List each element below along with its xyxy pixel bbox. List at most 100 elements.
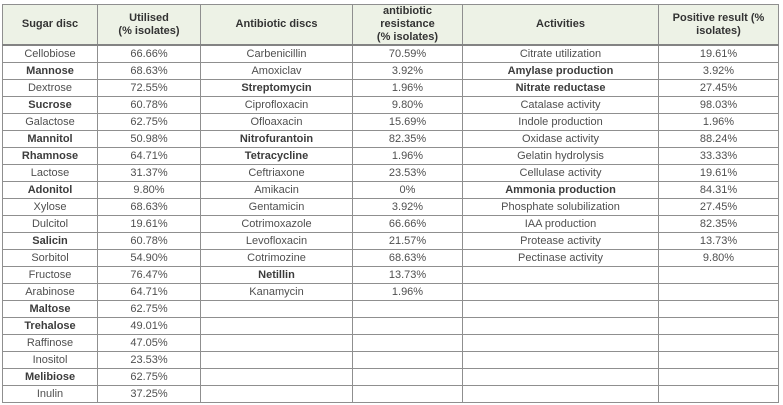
table-cell — [352, 300, 463, 318]
table-row: Sucrose 60.78% Ciprofloxacin 9.80% Catalase … — [2, 96, 779, 114]
table-cell: 47.05% — [97, 334, 201, 352]
table-cell — [200, 300, 353, 318]
table-cell: Indole production — [462, 113, 659, 131]
table-cell — [462, 334, 659, 352]
table-row: Salicin 60.78% Levofloxacin 21.57% Protease … — [2, 232, 779, 250]
table-body: Cellobiose 66.66% Carbenicillin 70.59% Citra… — [2, 44, 779, 403]
table-cell: Oxidase activity — [462, 130, 659, 148]
table-row: Inositol 23.53% — [2, 351, 779, 369]
header-row: Sugar disc Utilised (% isolates) Antibioti… — [2, 4, 779, 46]
table-cell: 3.92% — [658, 62, 779, 80]
table-cell — [462, 368, 659, 386]
table-cell — [658, 385, 779, 403]
table-cell — [200, 385, 353, 403]
table-cell: 68.63% — [97, 198, 201, 216]
table-cell: 23.53% — [352, 164, 463, 182]
table-cell: Maltose — [2, 300, 98, 318]
table-cell: 76.47% — [97, 266, 201, 284]
table-cell: 88.24% — [658, 130, 779, 148]
table-row: Adonitol 9.80% Amikacin 0% Ammonia productio… — [2, 181, 779, 199]
table-cell: 70.59% — [352, 44, 463, 63]
table-cell: 64.71% — [97, 283, 201, 301]
isolates-results-table: Sugar disc Utilised (% isolates) Antibioti… — [2, 4, 779, 403]
table-cell: Amoxiclav — [200, 62, 353, 80]
table-cell: Ammonia production — [462, 181, 659, 199]
table-cell: 27.45% — [658, 198, 779, 216]
table-cell: Ceftriaxone — [200, 164, 353, 182]
table-cell — [200, 351, 353, 369]
table-cell: Sucrose — [2, 96, 98, 114]
table-cell — [658, 334, 779, 352]
table-cell: 9.80% — [352, 96, 463, 114]
table-cell: 82.35% — [352, 130, 463, 148]
table-cell: 50.98% — [97, 130, 201, 148]
table-cell: 19.61% — [658, 164, 779, 182]
table-cell: Salicin — [2, 232, 98, 250]
table-cell: Catalase activity — [462, 96, 659, 114]
table-cell: Amylase production — [462, 62, 659, 80]
table-cell — [658, 266, 779, 284]
table-cell: Nitrofurantoin — [200, 130, 353, 148]
table-cell — [658, 368, 779, 386]
table-cell: 60.78% — [97, 232, 201, 250]
table-cell: 19.61% — [658, 44, 779, 63]
table-cell: 1.96% — [352, 79, 463, 97]
table-cell — [200, 334, 353, 352]
table-cell — [200, 368, 353, 386]
table-row: Sorbitol 54.90% Cotrimozine 68.63% Pectinase… — [2, 249, 779, 267]
table-cell — [658, 317, 779, 335]
table-cell: 33.33% — [658, 147, 779, 165]
table-row: Melibiose 62.75% — [2, 368, 779, 386]
table-cell: 84.31% — [658, 181, 779, 199]
table-cell: Dulcitol — [2, 215, 98, 233]
table-row: Mannitol 50.98% Nitrofurantoin 82.35% Oxidas… — [2, 130, 779, 148]
table-cell: 0% — [352, 181, 463, 199]
table-cell: 13.73% — [658, 232, 779, 250]
table-cell: Inulin — [2, 385, 98, 403]
table-cell — [462, 317, 659, 335]
table-cell: Xylose — [2, 198, 98, 216]
column-header-sugar-disc: Sugar disc — [2, 4, 98, 46]
column-header-antibiotic-discs: Antibiotic discs — [200, 4, 353, 46]
table-cell: 62.75% — [97, 300, 201, 318]
table-cell: 1.96% — [658, 113, 779, 131]
table-cell: Protease activity — [462, 232, 659, 250]
table-cell: IAA production — [462, 215, 659, 233]
table-cell: 68.63% — [352, 249, 463, 267]
table-cell — [462, 385, 659, 403]
table-cell — [658, 351, 779, 369]
table-cell: 68.63% — [97, 62, 201, 80]
table-cell: Dextrose — [2, 79, 98, 97]
table-cell: Tetracycline — [200, 147, 353, 165]
table-cell — [462, 351, 659, 369]
table-cell — [352, 334, 463, 352]
table-cell — [658, 300, 779, 318]
table-row: Trehalose 49.01% — [2, 317, 779, 335]
table-cell: Sorbitol — [2, 249, 98, 267]
table-row: Fructose 76.47% Netillin 13.73% — [2, 266, 779, 284]
table-cell: 66.66% — [97, 44, 201, 63]
table-row: Dextrose 72.55% Streptomycin 1.96% Nitrate r… — [2, 79, 779, 97]
table-cell — [352, 385, 463, 403]
table-cell: 1.96% — [352, 283, 463, 301]
table-cell: Inositol — [2, 351, 98, 369]
table-cell: 54.90% — [97, 249, 201, 267]
table-cell: Cellulase activity — [462, 164, 659, 182]
table-cell: Mannitol — [2, 130, 98, 148]
table-row: Xylose 68.63% Gentamicin 3.92% Phosphate sol… — [2, 198, 779, 216]
table-cell — [352, 317, 463, 335]
table-cell: Carbenicillin — [200, 44, 353, 63]
table-cell: Fructose — [2, 266, 98, 284]
table-cell: 3.92% — [352, 62, 463, 80]
table-cell: 21.57% — [352, 232, 463, 250]
table-cell: Galactose — [2, 113, 98, 131]
table-row: Rhamnose 64.71% Tetracycline 1.96% Gelatin h… — [2, 147, 779, 165]
table-header: Sugar disc Utilised (% isolates) Antibioti… — [2, 4, 779, 46]
table-cell: 15.69% — [352, 113, 463, 131]
table-cell: Gentamicin — [200, 198, 353, 216]
table-cell: Cotrimoxazole — [200, 215, 353, 233]
table-cell: Kanamycin — [200, 283, 353, 301]
table-cell: 23.53% — [97, 351, 201, 369]
table-cell: 49.01% — [97, 317, 201, 335]
